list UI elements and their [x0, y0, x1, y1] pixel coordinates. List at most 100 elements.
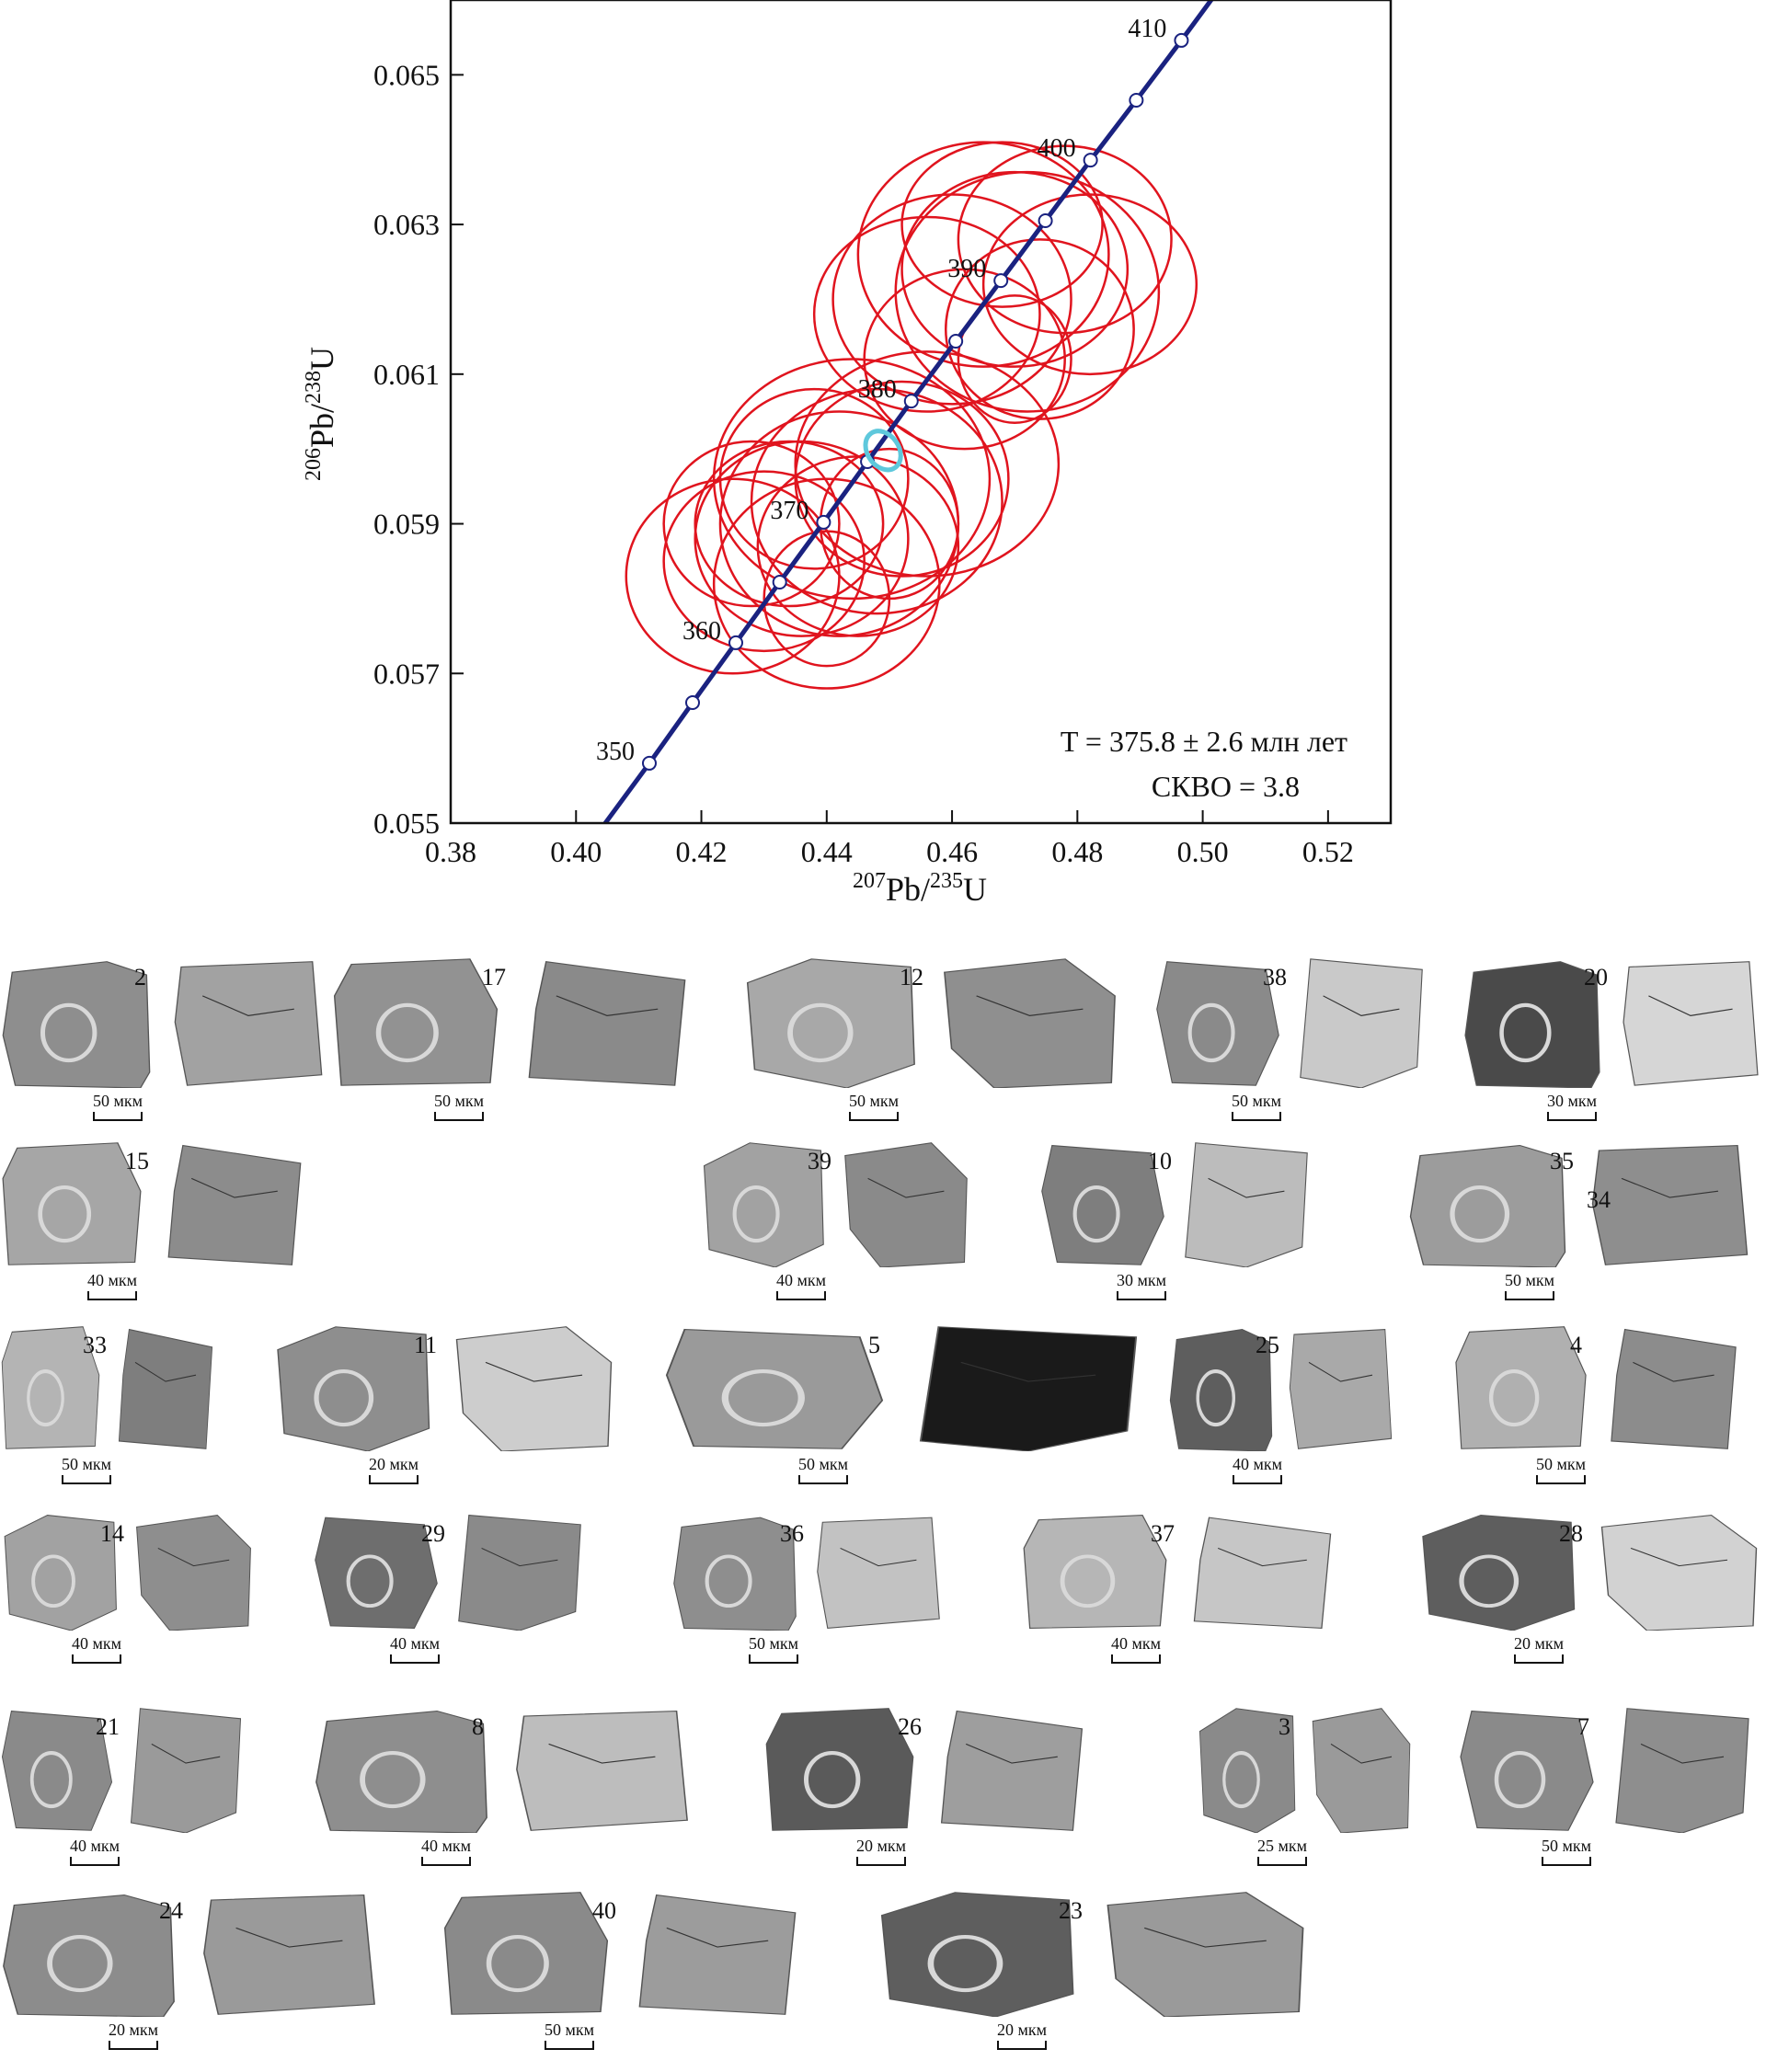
grain-4-right-image	[1611, 1328, 1737, 1449]
weighted-mean-ellipse	[863, 429, 903, 473]
crack-line	[867, 1177, 945, 1198]
zircon-grain-38: 38 50 мкм	[1154, 956, 1430, 1136]
scale-bar-label: 40 мкм	[776, 1271, 827, 1289]
crack-line	[190, 1177, 278, 1198]
concordia-diagram: 0.38 0.40 0.42 0.44 0.46 0.48 0.50 0.52 0.055 0.0…	[0, 0, 1766, 920]
grain-label-secondary: 34	[1587, 1186, 1611, 1213]
grain-23-left-image	[880, 1892, 1074, 2017]
scale-bar: 30 мкм	[1117, 1271, 1167, 1300]
y-tick-label-0.055: 0.055	[373, 807, 440, 840]
zircon-grain-15: 15 40 мкм	[0, 1140, 313, 1315]
scale-bar-line	[1547, 1112, 1598, 1121]
scale-bar-line	[749, 1654, 799, 1664]
error-ellipse-11	[957, 294, 1072, 424]
scale-bar: 20 мкм	[856, 1837, 907, 1866]
age-marker-360	[728, 635, 744, 650]
zircon-grain-5: 5 50 мкм	[662, 1324, 1150, 1499]
age-marker-395	[1038, 213, 1053, 229]
scale-bar-line	[93, 1112, 143, 1121]
crack-line	[1308, 1361, 1373, 1382]
grain-4-left-image	[1455, 1326, 1587, 1449]
scale-bar: 50 мкм	[93, 1092, 143, 1121]
analysis-spot	[1459, 1554, 1519, 1608]
grain-36-left-image	[673, 1517, 797, 1631]
error-ellipse-25	[794, 350, 1061, 578]
grain-label: 23	[1059, 1897, 1083, 1924]
scale-bar: 40 мкм	[390, 1634, 441, 1664]
grain-8-right-image	[516, 1710, 688, 1831]
zircon-grain-17: 17 50 мкм	[331, 956, 699, 1136]
x-tick-label-0.48: 0.48	[1051, 835, 1103, 868]
scale-bar-label: 50 мкм	[1232, 1092, 1282, 1110]
zircon-grain-12: 12 50 мкм	[740, 956, 1127, 1136]
scale-bar: 50 мкм	[798, 1455, 849, 1484]
age-label-layer: 350 360 370 380 390 400 410	[596, 15, 1166, 766]
grain-12-right-image	[944, 958, 1116, 1088]
grain-21-right-image	[130, 1708, 242, 1833]
y-tick-label-0.061: 0.061	[373, 358, 440, 391]
scale-bar-label: 50 мкм	[1542, 1837, 1592, 1855]
grain-11-left-image	[277, 1326, 430, 1451]
scale-bar-label: 40 мкм	[72, 1634, 122, 1653]
scale-bar-line	[1542, 1857, 1592, 1866]
zircon-grain-29: 29 40 мкм	[313, 1513, 589, 1678]
grain-33-right-image	[118, 1328, 213, 1449]
grain-5-right-image	[919, 1326, 1138, 1451]
scale-bar-line	[1257, 1857, 1308, 1866]
zircon-grain-35: 35 34 50 мкм	[1407, 1140, 1757, 1315]
scale-bar: 30 мкм	[1547, 1092, 1598, 1121]
scale-bar: 50 мкм	[545, 2020, 595, 2050]
zircon-grain-20: 20 30 мкм	[1462, 956, 1766, 1136]
grain-label: 2	[134, 964, 146, 990]
x-tick-label-0.52: 0.52	[1302, 835, 1354, 868]
scale-bar: 20 мкм	[997, 2020, 1048, 2050]
scale-bar-line	[1514, 1654, 1565, 1664]
crack-line	[134, 1361, 197, 1382]
crack-line	[1330, 1743, 1393, 1764]
scale-bar: 20 мкм	[1514, 1634, 1565, 1664]
scale-bar: 40 мкм	[1233, 1455, 1283, 1484]
grain-label: 8	[472, 1713, 484, 1740]
crack-line	[1217, 1547, 1307, 1567]
grain-35-right-image	[1591, 1144, 1749, 1265]
zircon-grain-24: 24 20 мкм	[0, 1890, 386, 2065]
zircon-grain-39: 39 40 мкм	[699, 1140, 975, 1315]
scale-bar: 50 мкм	[849, 1092, 900, 1121]
grain-label: 15	[125, 1148, 149, 1174]
scale-bar-line	[1233, 1475, 1283, 1484]
zircon-grain-25: 25 40 мкм	[1168, 1324, 1398, 1499]
zircon-grain-8: 8 40 мкм	[313, 1706, 699, 1881]
svg-text:207Pb/235U: 207Pb/235U	[853, 869, 987, 908]
error-ellipse-19	[694, 440, 885, 608]
analysis-spot	[1060, 1554, 1116, 1608]
grain-7-right-image	[1615, 1708, 1749, 1833]
grain-label: 33	[83, 1332, 107, 1358]
grain-24-right-image	[203, 1894, 375, 2015]
scale-bar: 40 мкм	[776, 1271, 827, 1300]
zircon-grain-28: 28 20 мкм	[1416, 1513, 1766, 1678]
grain-7-left-image	[1460, 1710, 1594, 1831]
grain-15-right-image	[167, 1144, 302, 1265]
scale-bar-label: 40 мкм	[390, 1634, 441, 1653]
grain-24-left-image	[3, 1894, 175, 2017]
scale-bar-line	[70, 1857, 120, 1866]
crack-line	[235, 1927, 343, 1948]
scale-bar-line	[1111, 1654, 1162, 1664]
scale-bar-label: 50 мкм	[93, 1092, 143, 1110]
scale-bar-label: 30 мкм	[1117, 1271, 1167, 1289]
concordia-chart-svg: 0.38 0.40 0.42 0.44 0.46 0.48 0.50 0.52 0.055 0.0…	[302, 0, 1393, 908]
scale-bar-label: 50 мкм	[545, 2020, 595, 2039]
scale-bar: 20 мкм	[369, 1455, 419, 1484]
scale-bar-label: 25 мкм	[1257, 1837, 1308, 1855]
age-label-380: 380	[858, 375, 897, 404]
crack-line	[1621, 1177, 1719, 1198]
grain-26-right-image	[940, 1710, 1084, 1831]
scale-bar-label: 40 мкм	[70, 1837, 120, 1855]
grain-36-right-image	[817, 1517, 940, 1629]
grain-29-right-image	[458, 1515, 581, 1631]
crack-line	[840, 1547, 917, 1567]
grain-label: 26	[898, 1713, 922, 1740]
error-ellipse-2	[856, 141, 1110, 368]
grain-23-right-image	[1107, 1892, 1304, 2017]
age-marker-365	[772, 575, 787, 590]
